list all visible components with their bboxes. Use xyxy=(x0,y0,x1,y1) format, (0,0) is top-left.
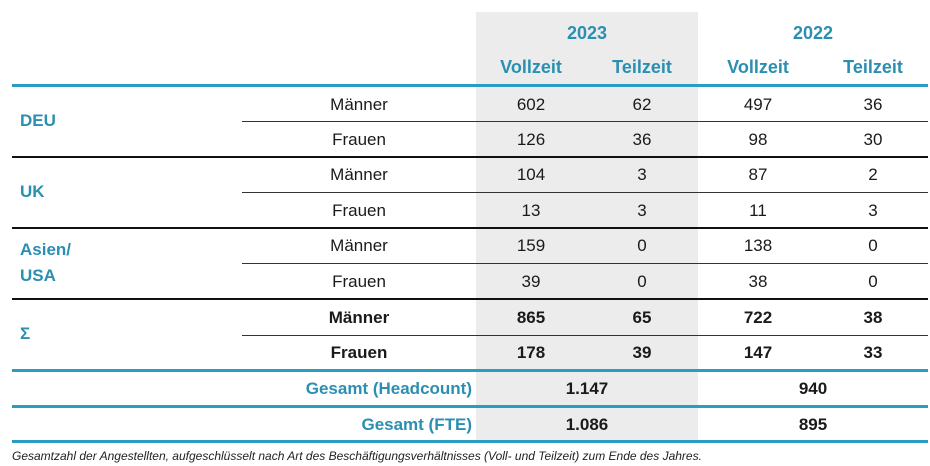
table-cell: 147 xyxy=(743,343,773,362)
subheader-2023-vollzeit: Vollzeit xyxy=(500,56,562,77)
subheader-2022-vollzeit: Vollzeit xyxy=(727,56,789,77)
total-fte-2022: 895 xyxy=(798,415,828,434)
row-divider xyxy=(242,335,928,336)
region-label-usa: USA xyxy=(20,266,56,285)
table-cell: 865 xyxy=(516,307,546,327)
subheader-2023-teilzeit: Teilzeit xyxy=(612,56,672,77)
table-cell: 3 xyxy=(637,200,647,220)
gender-label: Männer xyxy=(330,95,388,114)
row-divider xyxy=(242,192,928,193)
table-cell: 39 xyxy=(521,271,541,291)
table-cell: 0 xyxy=(637,236,647,255)
table-cell: 39 xyxy=(632,343,652,362)
table-cell: 36 xyxy=(863,95,883,114)
region-divider xyxy=(12,227,928,229)
table-cell: 497 xyxy=(743,95,773,114)
totals-rule xyxy=(12,369,928,372)
table-cell: 159 xyxy=(516,236,546,255)
table-cell: 65 xyxy=(632,307,652,327)
table-cell: 602 xyxy=(516,95,546,114)
row-divider xyxy=(242,121,928,122)
table-cell: 3 xyxy=(637,165,647,184)
region-label-asien: Asien/ xyxy=(20,240,72,259)
total-headcount-2023: 1.147 xyxy=(565,379,609,398)
table-footnote: Gesamtzahl der Angestellten, aufgeschlüs… xyxy=(12,449,702,463)
table-cell: 104 xyxy=(516,165,546,184)
gender-label: Frauen xyxy=(332,200,386,220)
gender-label: Männer xyxy=(330,236,388,255)
table-cell: 98 xyxy=(748,129,768,149)
totals-rule xyxy=(12,405,928,408)
table-cell: 0 xyxy=(868,271,878,291)
table-cell: 38 xyxy=(748,271,768,291)
total-headcount-2022: 940 xyxy=(798,379,828,398)
region-divider xyxy=(12,156,928,158)
subheader-2022-teilzeit: Teilzeit xyxy=(843,56,903,77)
table-cell: 62 xyxy=(632,95,652,114)
region-label-uk: UK xyxy=(20,182,45,201)
gender-label: Männer xyxy=(328,307,390,327)
total-fte-label: Gesamt (FTE) xyxy=(361,415,472,434)
table-cell: 3 xyxy=(868,200,878,220)
region-label-sum: Σ xyxy=(20,324,31,343)
region-divider xyxy=(12,298,928,300)
gender-label: Frauen xyxy=(332,129,386,149)
total-headcount-label: Gesamt (Headcount) xyxy=(305,379,472,398)
table-cell: 722 xyxy=(743,307,773,327)
gender-label: Frauen xyxy=(332,271,386,291)
row-divider xyxy=(242,263,928,264)
table-cell: 38 xyxy=(863,307,883,327)
table-cell: 11 xyxy=(749,200,767,220)
year-2022-header: 2022 xyxy=(792,22,834,43)
table-cell: 178 xyxy=(516,343,546,362)
table-cell: 138 xyxy=(743,236,773,255)
table-cell: 30 xyxy=(863,129,883,149)
year-2023-header: 2023 xyxy=(566,22,608,43)
table-cell: 126 xyxy=(516,129,546,149)
table-cell: 2 xyxy=(868,165,878,184)
table-cell: 13 xyxy=(521,200,541,220)
gender-label: Männer xyxy=(330,165,388,184)
region-label-deu: DEU xyxy=(20,111,56,130)
table-cell: 36 xyxy=(632,129,652,149)
table-bottom-rule xyxy=(12,440,928,443)
table-cell: 0 xyxy=(868,236,878,255)
gender-label: Frauen xyxy=(330,343,388,362)
table-cell: 0 xyxy=(637,271,647,291)
table-cell: 33 xyxy=(863,343,883,362)
table-cell: 87 xyxy=(748,165,768,184)
total-fte-2023: 1.086 xyxy=(565,415,609,434)
header-rule xyxy=(12,84,928,87)
